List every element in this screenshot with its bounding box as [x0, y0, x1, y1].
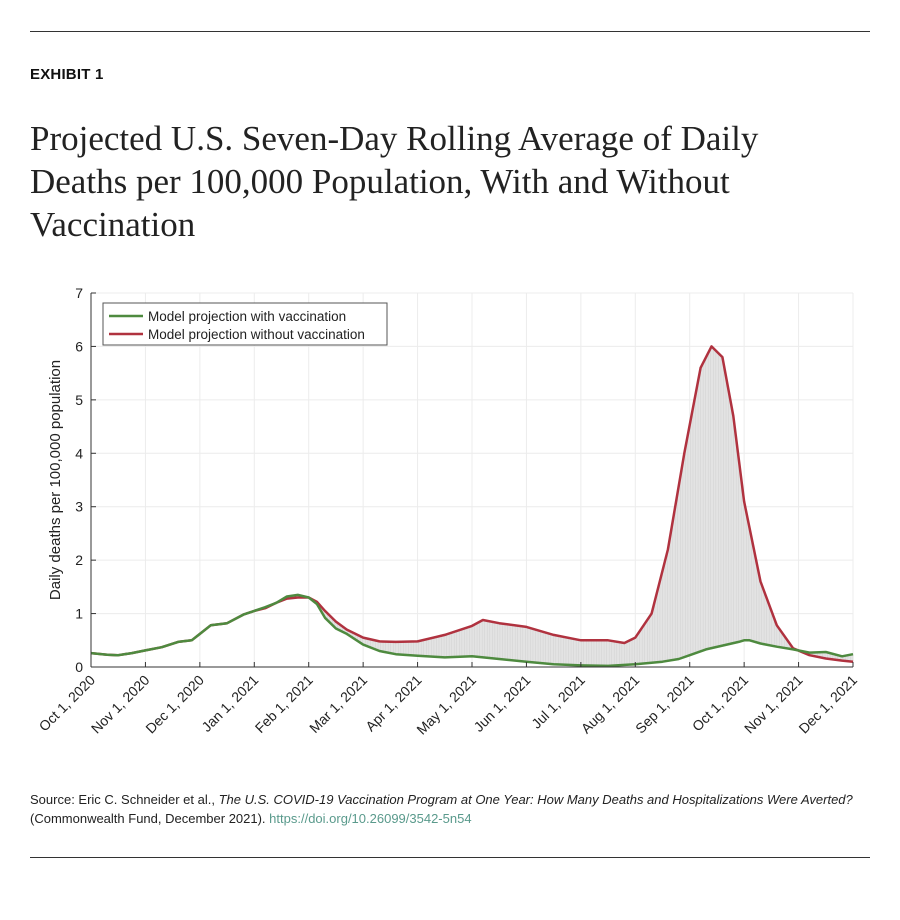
y-tick-label: 6 — [75, 338, 83, 354]
y-tick-label: 7 — [75, 285, 83, 301]
top-rule — [30, 31, 870, 32]
source-suffix: (Commonwealth Fund, December 2021). — [30, 811, 270, 826]
bottom-rule — [30, 857, 870, 858]
chart-title: Projected U.S. Seven-Day Rolling Average… — [30, 119, 759, 244]
x-tick-label: Feb 1, 2021 — [252, 672, 316, 736]
source-publication-title: The U.S. COVID-19 Vaccination Program at… — [218, 792, 853, 807]
series-line-with-vaccination — [90, 593, 854, 668]
x-tick-label: Jun 1, 2021 — [470, 672, 533, 735]
y-tick-label: 1 — [75, 606, 83, 622]
legend-box — [102, 302, 388, 346]
y-tick-label: 4 — [75, 445, 83, 461]
exhibit-label: EXHIBIT 1 — [30, 66, 104, 83]
x-tick-label: Mar 1, 2021 — [306, 672, 370, 736]
source-prefix: Source: Eric C. Schneider et al., — [30, 792, 219, 807]
source-note: Source: Eric C. Schneider et al., The U.… — [30, 790, 870, 828]
legend-label: Model projection with vaccination — [148, 309, 346, 324]
x-tick-label: Dec 1, 2021 — [795, 672, 860, 737]
y-tick-label: 2 — [75, 552, 83, 568]
y-tick-label: 0 — [75, 659, 83, 675]
y-axis-label: Daily deaths per 100,000 population — [47, 360, 64, 600]
x-tick-label: Sep 1, 2021 — [632, 672, 697, 737]
x-tick-label: Dec 1, 2020 — [142, 672, 207, 737]
x-tick-label: May 1, 2021 — [413, 672, 479, 738]
source-doi-link[interactable]: https://doi.org/10.26099/3542-5n54 — [269, 811, 472, 826]
legend-label: Model projection without vaccination — [148, 327, 365, 342]
y-tick-label: 3 — [75, 499, 83, 515]
y-tick-label: 5 — [75, 392, 83, 408]
